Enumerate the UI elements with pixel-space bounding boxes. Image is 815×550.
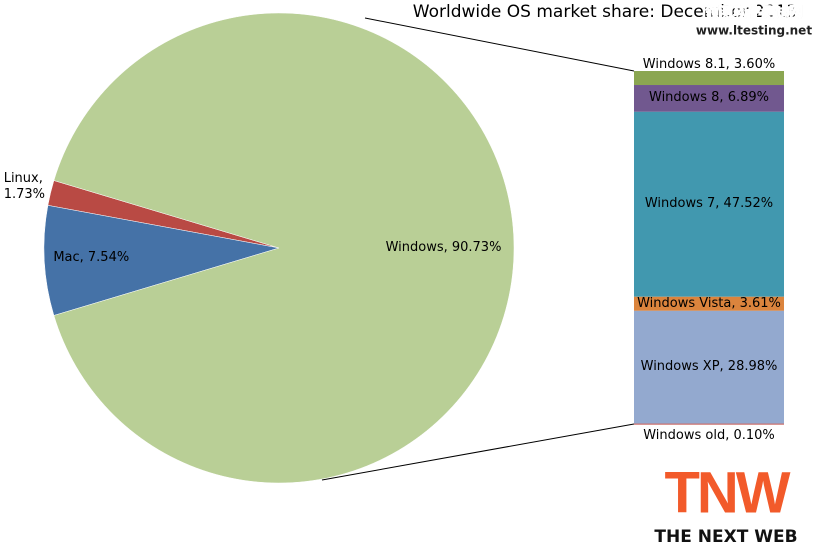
- data-label: Windows 8.1, 3.60%: [642, 57, 776, 72]
- logo-tagline: THE NEXT WEB: [654, 527, 797, 547]
- data-label: Windows 7, 47.52%: [644, 196, 774, 212]
- bar-segment: [634, 71, 784, 86]
- data-label: Windows 8, 6.89%: [649, 90, 769, 106]
- logo-mark: TNW: [664, 460, 790, 525]
- data-label: Windows XP, 28.98%: [640, 359, 778, 375]
- bar-segment: [634, 296, 784, 311]
- data-label: Windows old, 0.10%: [643, 428, 775, 443]
- watermark-text: 领测软件测试网: [705, 4, 803, 21]
- pie-slice: [53, 12, 515, 484]
- data-label: Windows Vista, 3.61%: [637, 295, 781, 311]
- bar-segment: [634, 111, 784, 297]
- pie-slice: [43, 205, 280, 316]
- data-label: Mac, 7.54%: [53, 250, 130, 266]
- bar-segment: [634, 85, 784, 112]
- data-label: Linux, 1.73%: [3, 171, 46, 203]
- chart-title: Worldwide OS market share: December 2013: [413, 2, 797, 22]
- data-label: Windows, 90.73%: [385, 240, 502, 255]
- connector-line: [364, 17, 635, 72]
- connector-line: [321, 423, 635, 481]
- bar-segment: [634, 310, 784, 424]
- watermark-url: www.ltesting.net: [696, 24, 812, 38]
- bar-segment: [634, 423, 784, 425]
